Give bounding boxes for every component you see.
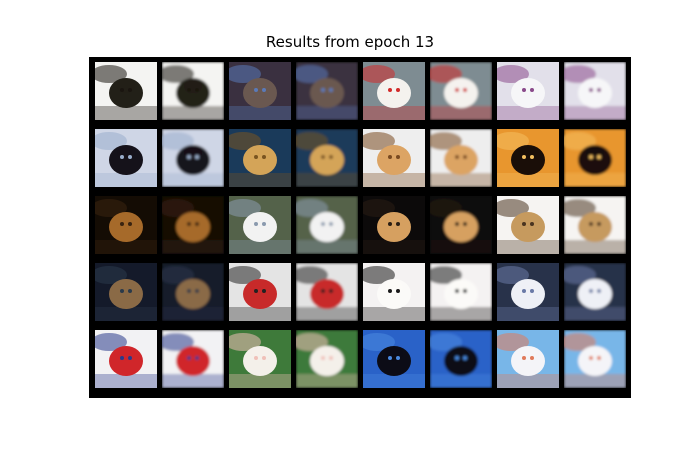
tile-graphic	[162, 62, 224, 120]
tile-graphic	[162, 263, 224, 321]
tile-graphic	[497, 62, 559, 120]
tile-graphic	[497, 330, 559, 388]
tile-graphic	[497, 196, 559, 254]
original-image-tile	[95, 330, 157, 388]
reconstructed-image-tile	[564, 330, 626, 388]
reconstructed-image-tile	[564, 263, 626, 321]
reconstructed-image-tile	[564, 129, 626, 187]
original-image-tile	[363, 196, 425, 254]
tile-graphic	[296, 330, 358, 388]
original-image-tile	[497, 62, 559, 120]
reconstructed-image-tile	[430, 129, 492, 187]
reconstructed-image-tile	[296, 263, 358, 321]
original-image-tile	[229, 129, 291, 187]
reconstructed-image-tile	[564, 62, 626, 120]
original-image-tile	[497, 129, 559, 187]
reconstructed-image-tile	[296, 129, 358, 187]
tile-graphic	[430, 129, 492, 187]
original-image-tile	[363, 263, 425, 321]
tile-graphic	[564, 330, 626, 388]
reconstructed-image-tile	[296, 62, 358, 120]
tile-graphic	[95, 129, 157, 187]
tile-graphic	[296, 129, 358, 187]
reconstructed-image-tile	[430, 62, 492, 120]
original-image-tile	[229, 263, 291, 321]
tile-graphic	[564, 263, 626, 321]
original-image-tile	[497, 330, 559, 388]
tile-graphic	[296, 196, 358, 254]
tile-graphic	[229, 330, 291, 388]
reconstructed-image-tile	[430, 263, 492, 321]
tile-graphic	[296, 263, 358, 321]
original-image-tile	[95, 129, 157, 187]
tile-graphic	[363, 330, 425, 388]
tile-graphic	[296, 62, 358, 120]
reconstructed-image-tile	[430, 330, 492, 388]
original-image-tile	[363, 62, 425, 120]
reconstructed-image-tile	[430, 196, 492, 254]
tile-graphic	[363, 263, 425, 321]
original-image-tile	[95, 263, 157, 321]
figure-title: Results from epoch 13	[265, 33, 435, 51]
reconstructed-image-tile	[162, 196, 224, 254]
tile-graphic	[229, 62, 291, 120]
original-image-tile	[229, 62, 291, 120]
original-image-tile	[229, 330, 291, 388]
tile-graphic	[430, 62, 492, 120]
tile-graphic	[430, 196, 492, 254]
tile-graphic	[497, 263, 559, 321]
tile-graphic	[430, 263, 492, 321]
original-image-tile	[95, 196, 157, 254]
tile-graphic	[229, 129, 291, 187]
original-image-tile	[497, 196, 559, 254]
tile-graphic	[95, 62, 157, 120]
tile-graphic	[162, 196, 224, 254]
original-image-tile	[95, 62, 157, 120]
original-image-tile	[497, 263, 559, 321]
image-grid	[89, 57, 631, 398]
reconstructed-image-tile	[162, 330, 224, 388]
tile-graphic	[229, 196, 291, 254]
reconstructed-image-tile	[162, 62, 224, 120]
tile-graphic	[95, 330, 157, 388]
tile-graphic	[497, 129, 559, 187]
tile-graphic	[95, 196, 157, 254]
tile-graphic	[363, 129, 425, 187]
tile-graphic	[363, 62, 425, 120]
original-image-tile	[363, 129, 425, 187]
original-image-tile	[229, 196, 291, 254]
reconstructed-image-tile	[296, 196, 358, 254]
reconstructed-image-tile	[162, 263, 224, 321]
tile-graphic	[363, 196, 425, 254]
reconstructed-image-tile	[296, 330, 358, 388]
tile-graphic	[430, 330, 492, 388]
tile-graphic	[95, 263, 157, 321]
tile-graphic	[162, 330, 224, 388]
tile-graphic	[162, 129, 224, 187]
tile-graphic	[564, 129, 626, 187]
original-image-tile	[363, 330, 425, 388]
tile-graphic	[229, 263, 291, 321]
reconstructed-image-tile	[564, 196, 626, 254]
reconstructed-image-tile	[162, 129, 224, 187]
tile-graphic	[564, 62, 626, 120]
tile-graphic	[564, 196, 626, 254]
